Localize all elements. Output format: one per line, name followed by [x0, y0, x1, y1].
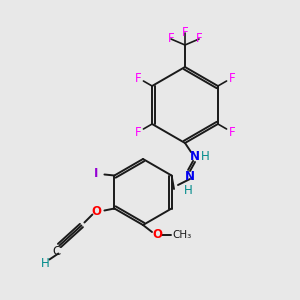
Text: I: I: [94, 167, 99, 180]
Text: N: N: [185, 170, 195, 184]
Text: F: F: [135, 71, 142, 85]
Text: H: H: [41, 257, 50, 270]
Text: F: F: [229, 125, 235, 139]
Text: F: F: [168, 32, 174, 46]
Text: C: C: [52, 245, 61, 258]
Text: O: O: [152, 229, 162, 242]
Text: F: F: [229, 71, 235, 85]
Text: O: O: [92, 205, 101, 218]
Text: H: H: [184, 184, 192, 197]
Text: F: F: [135, 125, 142, 139]
Text: F: F: [196, 32, 202, 46]
Text: CH₃: CH₃: [172, 230, 192, 240]
Text: F: F: [182, 26, 188, 40]
Text: N: N: [190, 151, 200, 164]
Text: H: H: [201, 151, 209, 164]
